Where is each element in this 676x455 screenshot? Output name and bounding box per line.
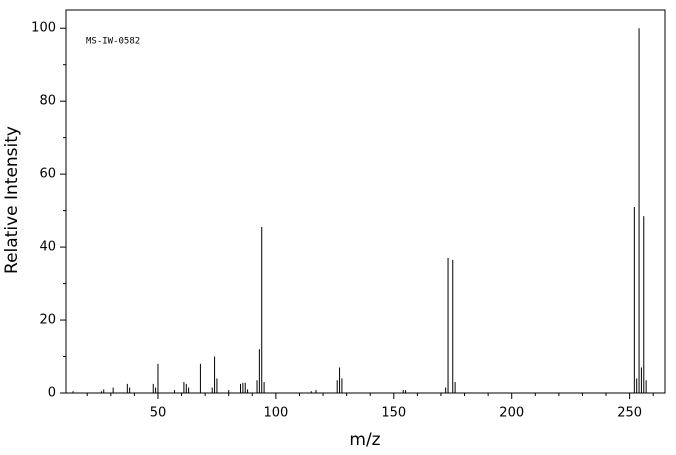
annotation: MS-IW-0582 — [86, 37, 140, 47]
y-tick-label: 20 — [39, 313, 56, 328]
y-tick-label: 80 — [39, 94, 56, 109]
x-tick-label: 150 — [381, 406, 406, 421]
y-tick-label: 0 — [48, 386, 56, 401]
x-tick-label: 100 — [263, 406, 288, 421]
y-tick-label: 100 — [31, 21, 56, 36]
plot-frame — [65, 9, 666, 394]
y-tick-label: 60 — [39, 167, 56, 182]
y-axis-label: Relative Intensity — [2, 126, 22, 274]
x-axis-label: m/z — [349, 430, 380, 450]
x-tick-label: 50 — [150, 406, 167, 421]
x-tick-label: 250 — [617, 406, 642, 421]
y-tick-label: 40 — [39, 240, 56, 255]
x-tick-label: 200 — [499, 406, 524, 421]
